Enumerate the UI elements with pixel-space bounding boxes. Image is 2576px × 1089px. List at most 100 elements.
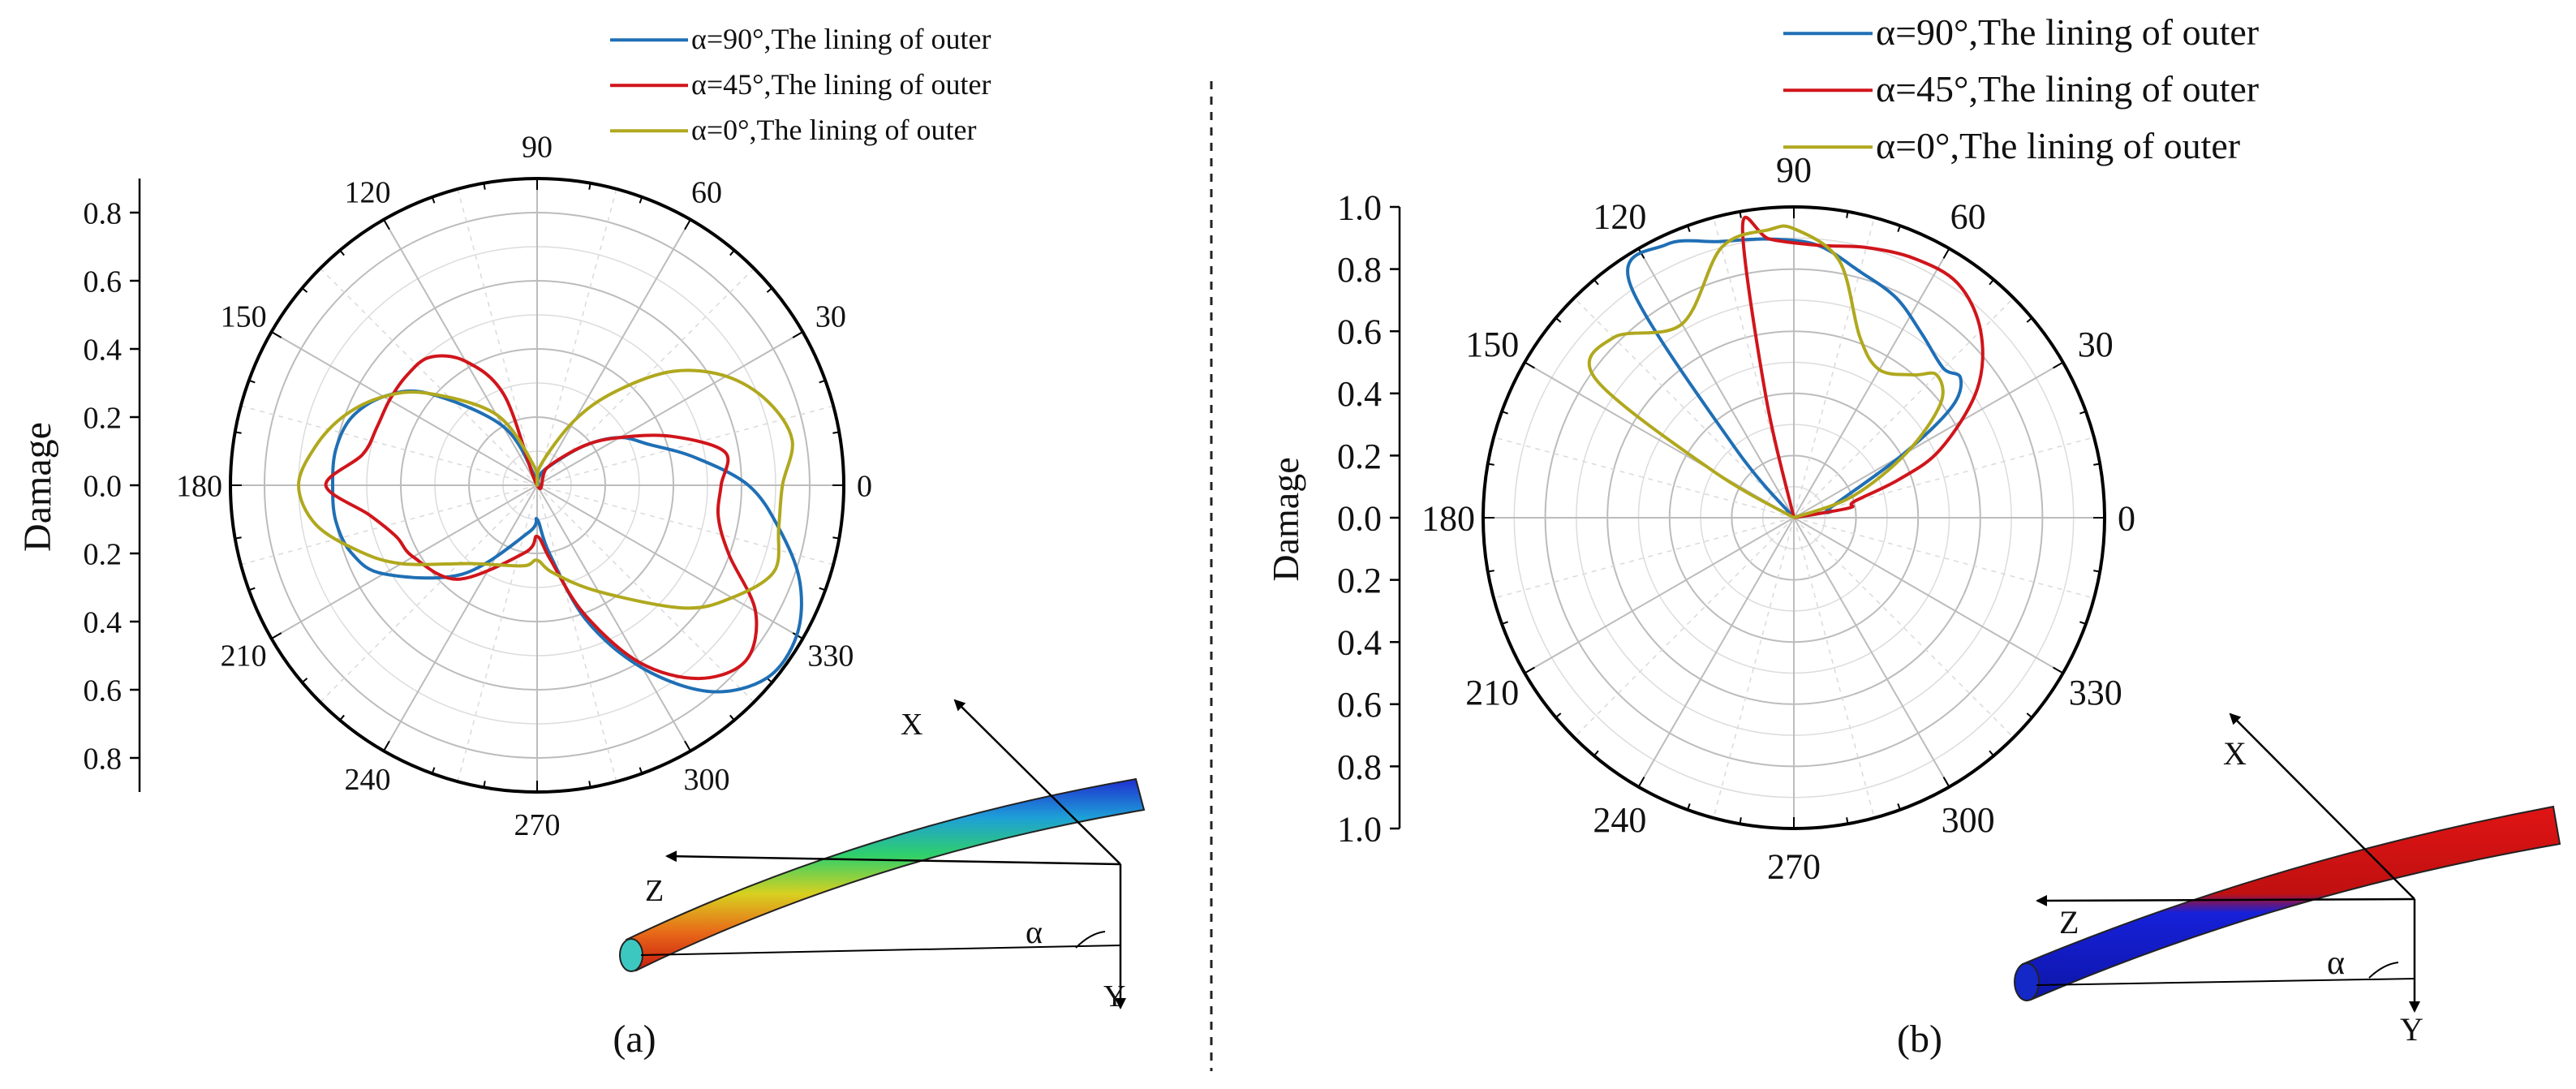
pipe-body-a (625, 777, 1146, 972)
z-label-a: Z (645, 874, 664, 908)
panel-label-b: (b) (1897, 1018, 1942, 1061)
series-line-0 (331, 389, 803, 694)
grid-spoke (536, 484, 755, 703)
angle-tick (832, 431, 840, 434)
angle-tick-label: 120 (1593, 197, 1646, 237)
grid-spoke (1793, 517, 2095, 599)
angle-tick-label: 150 (1465, 325, 1519, 364)
angle-tick (1593, 750, 1599, 757)
y-axis-label-a: Damage (16, 422, 59, 552)
grid-spoke (536, 484, 803, 639)
grid-spoke (320, 268, 538, 486)
angle-tick (234, 536, 242, 540)
radial-tick-label: 0.6 (84, 674, 123, 708)
series-line-2 (1587, 224, 1945, 519)
legend-label: α=90°,The lining of outer (691, 23, 991, 55)
angle-tick-label: 210 (1465, 673, 1519, 712)
grid-spoke (536, 268, 755, 486)
legend-a: α=90°,The lining of outer α=45°,The linin… (610, 23, 991, 146)
angle-tick (234, 431, 242, 434)
grid-spoke (457, 188, 538, 486)
angle-tick-label: 60 (691, 175, 722, 209)
grid-spoke (536, 188, 617, 486)
angle-tick (819, 587, 826, 592)
angle-tick (2093, 570, 2101, 573)
radial-tick-label: 0.4 (84, 333, 123, 367)
radial-axis-a: 0.0 0.2 0.4 0.6 0.8 0.2 0.4 0.6 0.8 (84, 179, 141, 792)
grid-spoke (536, 219, 691, 486)
radial-tick-label: 0.2 (84, 401, 123, 435)
y-label-b: Y (2400, 1011, 2423, 1048)
angle-tick (1593, 278, 1599, 286)
angle-tick (1897, 803, 1901, 811)
grid-spoke (320, 484, 538, 703)
angle-tick (2093, 463, 2101, 466)
angle-tick (2079, 411, 2087, 415)
grid-spoke (536, 484, 691, 751)
z-axis-arrow-a (665, 850, 1121, 866)
y-label-a: Y (1103, 979, 1125, 1014)
angle-tick-labels-b: 0 30 60 90 120 150 180 210 240 270 300 330 (1421, 150, 2135, 886)
grid-spoke (1793, 361, 2064, 519)
radial-tick-label: 0.2 (84, 537, 123, 571)
pipe-end-a (619, 938, 643, 972)
angle-tick-label: 240 (345, 763, 391, 797)
angle-tick (1501, 411, 1508, 415)
angle-tick-label: 60 (1950, 197, 1986, 237)
angle-tick-label: 150 (221, 299, 267, 334)
legend-label: α=90°,The lining of outer (1876, 11, 2259, 53)
alpha-label-b: α (2327, 945, 2345, 982)
radial-tick-label: 0.6 (84, 265, 123, 299)
angle-tick (2053, 361, 2064, 369)
angle-tick (729, 249, 735, 256)
radial-tick-label: 1.0 (1337, 187, 1382, 227)
radial-tick-label: 0.0 (84, 469, 123, 503)
angle-tick (1555, 712, 1562, 718)
grid-spoke (1793, 517, 2064, 674)
grid-spoke (1637, 248, 1795, 519)
angle-tick (2079, 621, 2087, 625)
polar-grid-b (1482, 205, 2106, 830)
angle-tick (431, 196, 436, 204)
legend-b: α=90°,The lining of outer α=45°,The linin… (1783, 11, 2259, 166)
angle-tick (588, 781, 591, 788)
angle-tick (2026, 712, 2033, 718)
grid-spoke (1793, 517, 1875, 819)
angle-tick (1989, 750, 1994, 757)
angle-tick (1637, 777, 1645, 788)
angle-tick (684, 740, 691, 751)
angle-tick (729, 714, 735, 721)
grid-spoke (1493, 437, 1795, 519)
angle-tick-label: 180 (176, 469, 222, 503)
angle-tick (588, 183, 591, 190)
angle-arc-a (1075, 931, 1106, 949)
z-axis-arrow-b (2036, 894, 2415, 906)
angle-tick-label: 0 (857, 469, 872, 503)
grid-spoke (240, 405, 538, 486)
angle-tick-label: 30 (2078, 325, 2114, 364)
angle-tick (1501, 621, 1508, 625)
z-label-b: Z (2059, 904, 2079, 940)
alpha-label-a: α (1026, 914, 1043, 950)
radial-tick-label: 0.8 (84, 196, 123, 230)
angle-tick (1555, 317, 1562, 323)
grid-spoke (536, 484, 617, 782)
pipe-inset-a: X Z Y α (619, 699, 1146, 1014)
grid-spoke (383, 219, 538, 486)
grid-spoke (383, 484, 538, 751)
angle-tick (1942, 777, 1950, 788)
angle-tick-label: 180 (1421, 498, 1475, 538)
radial-tick-label: 0.8 (84, 742, 123, 776)
angle-tick (301, 287, 308, 293)
angle-tick-label: 210 (221, 639, 267, 673)
polar-chart-b: 0.0 0.2 0.4 0.6 0.8 1.0 0.2 0.4 0.6 0.8 1.0 0 30 60 9… (1265, 11, 2259, 1061)
angle-tick (1942, 248, 1950, 259)
pipe-end-b (2014, 962, 2040, 1001)
x-label-a: X (901, 708, 922, 742)
grid-spoke (1573, 517, 1795, 738)
angle-tick (431, 767, 436, 774)
angle-tick-label: 330 (2069, 673, 2122, 712)
grid-spoke (271, 484, 538, 639)
radial-tick-label: 1.0 (1337, 809, 1382, 849)
series-line-0 (1626, 237, 1963, 519)
